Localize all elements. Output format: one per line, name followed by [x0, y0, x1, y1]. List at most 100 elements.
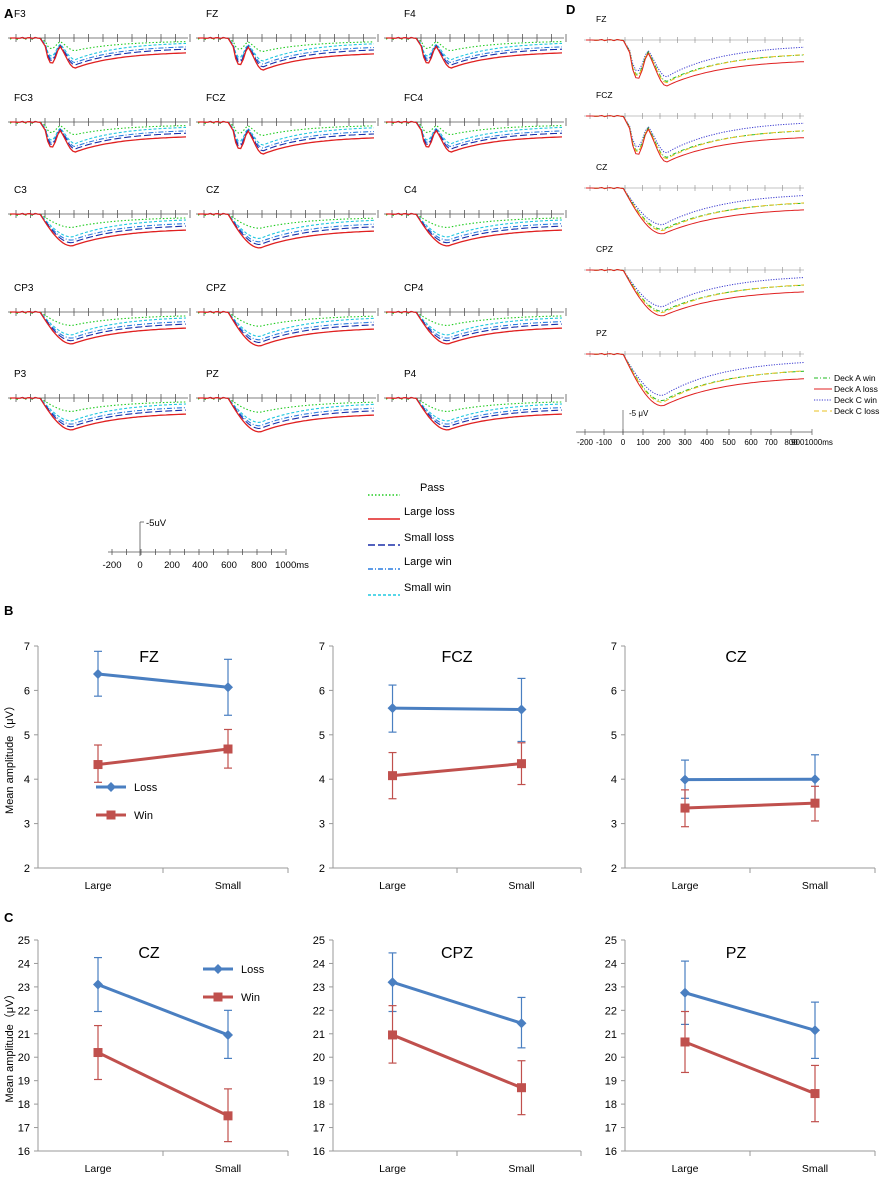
deck-time-tick-label: 0: [621, 438, 626, 447]
y-tick-label: 4: [24, 774, 30, 786]
deck-erp-pz: PZ: [584, 328, 805, 407]
series-win: [93, 728, 233, 783]
y-tick-label: 16: [605, 1146, 617, 1158]
series-line: [97, 983, 229, 1037]
electrode-label: FZ: [206, 9, 218, 20]
erp-plot-p4: P4: [384, 369, 567, 431]
erp-curve-deck-c-loss: [586, 268, 805, 314]
y-tick-label: 2: [24, 863, 30, 875]
y-tick-label: 24: [605, 958, 617, 970]
legend-label: Pass: [420, 482, 445, 494]
erp-plot-fc3: FC3: [8, 93, 191, 153]
erp-curve-large-win: [10, 310, 187, 339]
erp-plot-f4: F4: [384, 9, 567, 69]
data-point: [810, 798, 820, 808]
erp-curve-large-win: [386, 396, 563, 425]
erp-plot-cpz: CPZ: [196, 283, 379, 347]
erp-curve-pass: [197, 310, 375, 327]
erp-curve-large-win: [386, 310, 563, 339]
erp-curve-large-loss: [386, 120, 563, 153]
y-tick-label: 21: [18, 1029, 30, 1041]
deck-time-tick-label: 300: [678, 438, 692, 447]
deck-legend-label: Deck A win: [834, 373, 876, 383]
line-chart-b-fcz: 2 3 4 5 6 7 Large Small FCZ: [319, 641, 582, 892]
series-line: [684, 991, 816, 1032]
data-point: [388, 771, 398, 781]
erp-curve-large-win: [198, 36, 375, 65]
erp-curve-pass: [197, 396, 375, 413]
erp-curve-large-loss: [386, 36, 563, 69]
y-tick-label: 17: [605, 1123, 617, 1135]
deck-time-tick-label: -100: [596, 438, 613, 447]
erp-curve-pass: [9, 396, 186, 412]
data-point: [93, 979, 103, 990]
y-tick-label: 23: [313, 982, 325, 994]
erp-curve-deck-c-loss: [586, 114, 805, 160]
y-tick-label: 3: [611, 819, 617, 831]
y-tick-label: 16: [313, 1146, 325, 1158]
erp-plot-fc4: FC4: [384, 93, 567, 153]
y-axis-title: Mean amplitude（μV）: [3, 989, 16, 1103]
y-tick-label: 19: [605, 1076, 617, 1088]
y-tick-label: 24: [313, 958, 325, 970]
data-point: [810, 1089, 820, 1099]
y-tick-label: 22: [18, 1005, 30, 1017]
series-line: [391, 1033, 523, 1090]
erp-curve-large-win: [386, 212, 563, 241]
electrode-label: F4: [404, 9, 416, 20]
deck-legend-label: Deck C win: [834, 395, 877, 405]
x-tick-label: Small: [508, 1163, 534, 1175]
erp-curve-large-loss: [198, 36, 375, 71]
electrode-label: CZ: [596, 162, 607, 172]
erp-curve-pass: [9, 310, 186, 326]
erp-curve-pass: [9, 212, 186, 228]
y-tick-label: 3: [24, 819, 30, 831]
data-point: [810, 1025, 820, 1036]
x-tick-label: Large: [379, 1163, 406, 1175]
deck-time-tick-label: 700: [764, 438, 778, 447]
y-tick-label: 23: [605, 982, 617, 994]
erp-curve-large-loss: [198, 310, 375, 347]
y-tick-label: 3: [319, 819, 325, 831]
erp-plot-fz: FZ: [196, 9, 379, 71]
deck-erp-cpz: CPZ: [584, 244, 805, 317]
erp-plot-cz: CZ: [196, 185, 379, 249]
electrode-label: P4: [404, 369, 417, 380]
erp-curve-pass: [197, 36, 374, 52]
series-line: [97, 672, 229, 689]
erp-curve-pass: [9, 120, 187, 136]
electrode-label: CP3: [14, 283, 34, 294]
deck-time-tick-label: 600: [744, 438, 758, 447]
data-point: [223, 1029, 233, 1040]
series-loss: [680, 960, 820, 1059]
electrode-label: C3: [14, 185, 27, 196]
data-point: [223, 682, 233, 693]
series-win: [388, 1005, 526, 1116]
series-win: [388, 742, 526, 800]
erp-curve-deck-c-win: [586, 186, 805, 226]
legend-label: Large loss: [404, 506, 455, 518]
electrode-label: FZ: [596, 14, 606, 24]
erp-curve-pass: [385, 36, 563, 52]
x-tick-label: Small: [215, 880, 241, 892]
erp-curve-pass: [385, 212, 562, 228]
y-tick-label: 20: [605, 1052, 617, 1064]
series-loss: [387, 952, 527, 1049]
electrode-label: FCZ: [596, 90, 613, 100]
erp-curve-pass: [197, 120, 374, 136]
y-tick-label: 19: [18, 1076, 30, 1088]
x-tick-label: Small: [802, 880, 828, 892]
series-line: [97, 747, 229, 767]
y-tick-label: 17: [313, 1123, 325, 1135]
series-win: [680, 1010, 820, 1123]
y-tick-label: 6: [24, 685, 30, 697]
line-chart-c-pz: 16 17 18 19 20 21 22 23 24 25 Large Small PZ: [605, 935, 876, 1175]
erp-curve-large-win: [198, 396, 375, 427]
legend-label: Loss: [134, 782, 158, 794]
erp-curve-deck-a-loss: [586, 268, 805, 317]
erp-plot-cp3: CP3: [8, 283, 191, 345]
data-point: [680, 987, 690, 998]
y-tick-label: 7: [319, 641, 325, 653]
y-tick-label: 2: [319, 863, 325, 875]
